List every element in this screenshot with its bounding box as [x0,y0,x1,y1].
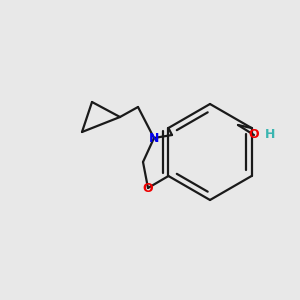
Text: O: O [143,182,153,194]
Text: N: N [149,131,159,145]
Text: O: O [249,128,259,142]
Text: H: H [265,128,275,142]
